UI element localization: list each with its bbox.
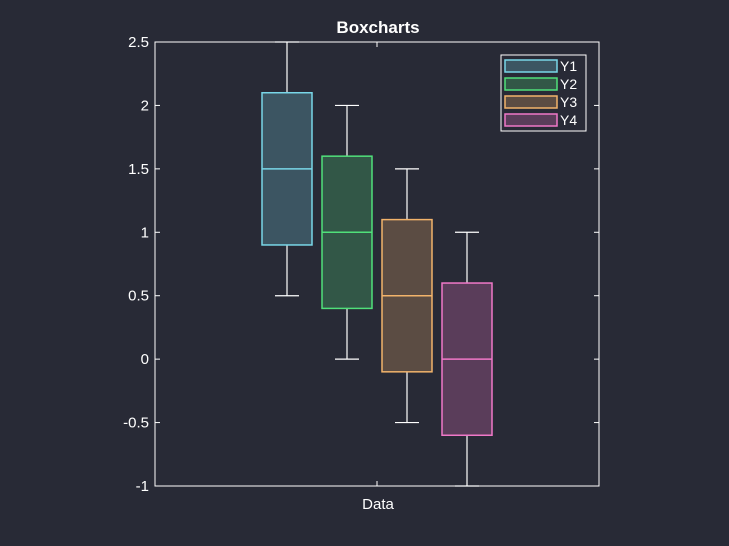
y-tick-label: 1.5 [128, 161, 149, 178]
legend-swatch-y2 [504, 77, 558, 91]
legend-label-y2: Y2 [560, 76, 577, 92]
legend-label-y4: Y4 [560, 112, 577, 128]
legend-label-y3: Y3 [560, 94, 577, 110]
y-tick-label: 1 [141, 224, 149, 241]
legend-swatch-y4 [504, 113, 558, 127]
y-tick-label: -0.5 [123, 415, 149, 432]
x-category-label: Data [362, 496, 394, 513]
legend-box [500, 54, 587, 132]
y-tick-label: 2.5 [128, 34, 149, 51]
legend-swatch-y1 [504, 59, 558, 73]
box-y4 [441, 231, 493, 487]
y-tick-label: 0 [141, 351, 149, 368]
legend-label-y1: Y1 [560, 58, 577, 74]
y-tick-label: 2 [141, 97, 149, 114]
y-tick-label: 0.5 [128, 288, 149, 305]
chart-title: Boxcharts [336, 18, 419, 37]
y-tick-label: -1 [136, 478, 149, 495]
box-y3 [381, 168, 433, 424]
axes-frame [154, 41, 600, 487]
plot-area [261, 41, 493, 487]
box-y1 [261, 41, 313, 297]
box-y2 [321, 104, 373, 360]
legend-swatch-y3 [504, 95, 558, 109]
legend: Y1 Y2 Y3 Y4 [500, 54, 587, 132]
